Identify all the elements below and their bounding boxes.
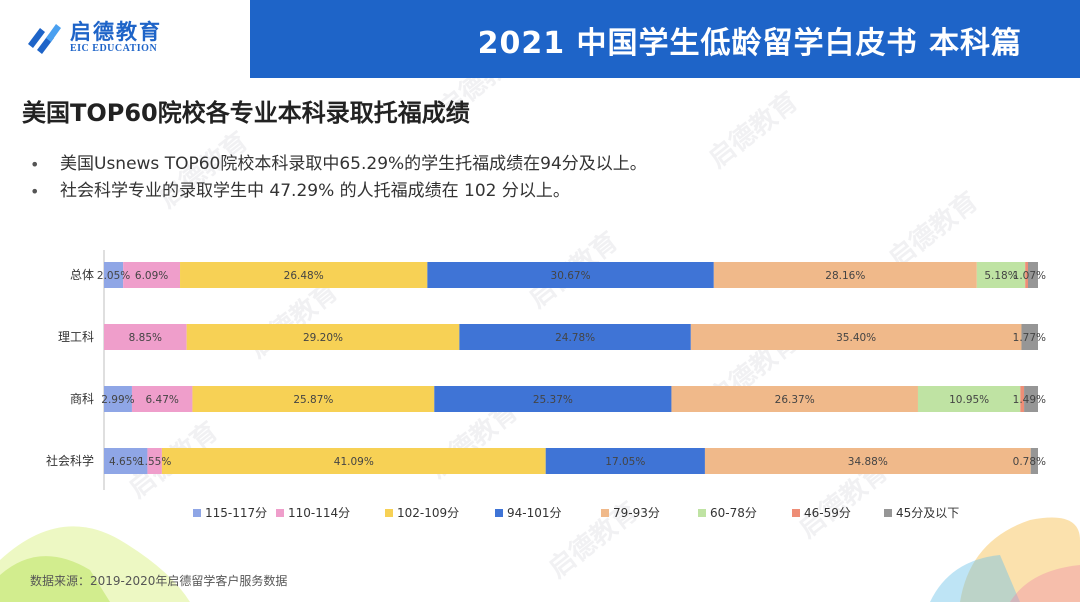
data-label: 35.40% [836, 332, 876, 344]
legend-swatch [385, 509, 393, 517]
data-label: 10.95% [949, 394, 989, 406]
bullet-dot-icon: • [30, 155, 40, 174]
logo-english-name: EIC EDUCATION [70, 43, 158, 54]
category-label: 总体 [70, 268, 94, 282]
bar-segment [104, 324, 187, 350]
data-label: 1.49% [1013, 394, 1046, 406]
bullet-item: • 社会科学专业的录取学生中 47.29% 的人托福成绩在 102 分以上。 [30, 178, 647, 205]
bar-segment [1020, 386, 1025, 412]
legend-swatch [193, 509, 201, 517]
legend-label: 45分及以下 [896, 506, 959, 520]
eic-logo-icon [28, 24, 61, 54]
bar-segment [917, 386, 1021, 412]
bar-segment [192, 386, 435, 412]
data-label: 34.88% [848, 456, 888, 468]
data-label: 24.78% [555, 332, 595, 344]
bar-segment [713, 262, 977, 288]
data-label: 1.07% [1013, 270, 1046, 282]
data-label: 30.67% [551, 270, 591, 282]
legend-swatch [276, 509, 284, 517]
report-title: 2021 中国学生低龄留学白皮书 本科篇 [477, 26, 1022, 61]
data-label: 26.37% [775, 394, 815, 406]
bar-segment [459, 324, 691, 350]
bar-segment [104, 262, 124, 288]
logo-area: 启德教育 EIC EDUCATION [0, 0, 250, 78]
data-label: 8.85% [129, 332, 162, 344]
bar-segment [1025, 262, 1029, 288]
legend-label: 79-93分 [613, 506, 660, 520]
bar-segment [1021, 324, 1038, 350]
data-label: 2.99% [101, 394, 134, 406]
legend-swatch [601, 509, 609, 517]
category-label: 理工科 [58, 330, 94, 344]
bar-segment [427, 262, 714, 288]
bar-segment [704, 448, 1031, 474]
category-label: 社会科学 [46, 453, 94, 468]
bar-segment [976, 262, 1026, 288]
data-label: 6.09% [135, 270, 168, 282]
bar-segment [161, 448, 546, 474]
legend-label: 46-59分 [804, 506, 851, 520]
data-label: 6.47% [146, 394, 179, 406]
bar-segment [123, 262, 181, 288]
header-bar: 启德教育 EIC EDUCATION 2021 中国学生低龄留学白皮书 本科篇 [0, 0, 1080, 78]
bullet-text: 美国Usnews TOP60院校本科录取中65.29%的学生托福成绩在94分及以… [60, 154, 647, 174]
bar-segment [180, 262, 428, 288]
legend-swatch [698, 509, 706, 517]
data-source-note: 数据来源：2019-2020年启德留学客户服务数据 [30, 574, 288, 588]
data-label: 17.05% [605, 456, 645, 468]
bar-segment [1028, 262, 1038, 288]
bar-segment [104, 386, 132, 412]
data-label: 29.20% [303, 332, 343, 344]
bar-segment [1024, 386, 1038, 412]
data-label: 1.55% [138, 456, 171, 468]
bullet-item: • 美国Usnews TOP60院校本科录取中65.29%的学生托福成绩在94分… [30, 151, 647, 178]
data-label: 0.78% [1013, 456, 1046, 468]
logo-chinese-name: 启德教育 [70, 20, 162, 44]
data-label: 28.16% [825, 270, 865, 282]
data-label: 26.48% [284, 270, 324, 282]
legend-label: 94-101分 [507, 506, 562, 520]
data-label: 25.87% [293, 394, 333, 406]
legend-label: 102-109分 [397, 506, 459, 520]
bar-segment [690, 324, 1022, 350]
page-title: 美国TOP60院校各专业本科录取托福成绩 [22, 99, 470, 127]
bar-segment [1030, 448, 1038, 474]
bar-segment [434, 386, 672, 412]
data-label: 41.09% [334, 456, 374, 468]
data-label: 5.18% [984, 270, 1017, 282]
bullet-list: • 美国Usnews TOP60院校本科录取中65.29%的学生托福成绩在94分… [30, 151, 647, 205]
data-label: 25.37% [533, 394, 573, 406]
bar-segment [147, 448, 162, 474]
legend-label: 115-117分 [205, 506, 267, 520]
bullet-dot-icon: • [30, 182, 40, 201]
legend-swatch [495, 509, 503, 517]
bar-segment [104, 448, 148, 474]
data-label: 4.65% [109, 456, 142, 468]
legend-swatch [884, 509, 892, 517]
bullet-text: 社会科学专业的录取学生中 47.29% 的人托福成绩在 102 分以上。 [60, 181, 570, 201]
data-label: 1.77% [1013, 332, 1046, 344]
legend-label: 60-78分 [710, 506, 757, 520]
bar-segment [186, 324, 460, 350]
data-label: 2.05% [97, 270, 130, 282]
bar-segment [545, 448, 705, 474]
legend-label: 110-114分 [288, 506, 350, 520]
legend-swatch [792, 509, 800, 517]
bar-segment [131, 386, 193, 412]
bar-segment [671, 386, 918, 412]
category-label: 商科 [70, 391, 94, 406]
